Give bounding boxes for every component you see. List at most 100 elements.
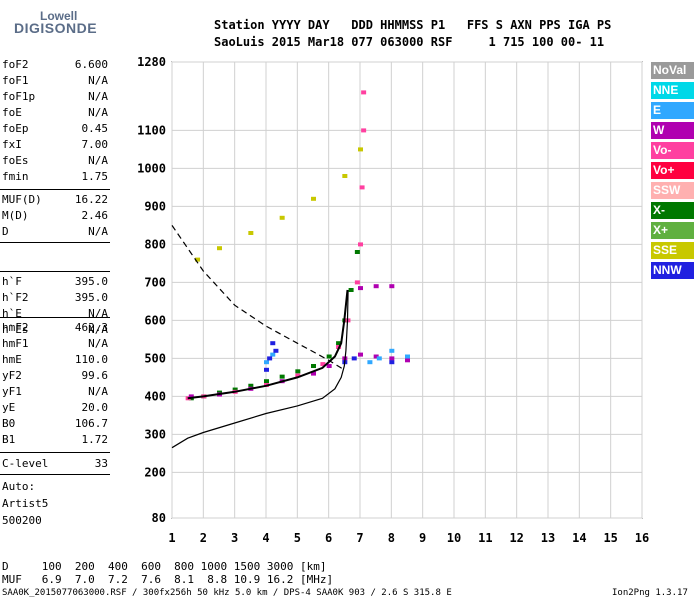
param-value: 7.00: [81, 138, 109, 151]
param-name: foF2: [2, 58, 29, 71]
header-line1: Station YYYY DAY DDD HHMMSS P1 FFS S AXN…: [214, 18, 612, 32]
data-point-vo: [354, 280, 360, 285]
param-row-foF2: foF2 6.600: [2, 57, 108, 73]
x-tick-label: 3: [231, 531, 238, 545]
param-value: 1.72: [81, 433, 109, 446]
param-name: yE: [2, 401, 16, 414]
data-point-nnw: [270, 341, 276, 346]
footer-left: SAA0K_2015077063000.RSF / 300fx256h 50 k…: [2, 588, 452, 598]
data-point-sse: [311, 196, 316, 201]
panel-divider: [0, 242, 110, 243]
param-row-MUFD: MUF(D) 16.22: [2, 192, 108, 208]
x-tick-label: 10: [447, 531, 461, 545]
param-row-fmin: fmin 1.75: [2, 169, 108, 185]
data-point-e: [389, 348, 395, 353]
data-point-x: [354, 250, 360, 254]
data-point-w: [358, 352, 363, 357]
param-value: 6.600: [74, 58, 108, 71]
param-row-Clevel: C-level 33: [2, 456, 108, 472]
param-name: M(D): [2, 209, 29, 222]
x-tick-label: 12: [509, 531, 523, 545]
data-point-nnw: [264, 367, 269, 372]
data-point-nnw: [273, 348, 279, 353]
x-tick-label: 14: [572, 531, 586, 545]
y-tick-label: 500: [144, 351, 166, 365]
artist-label: Artist5: [2, 497, 49, 510]
data-point-x: [232, 387, 238, 392]
data-point-w: [311, 371, 316, 376]
x-tick-label: 5: [294, 531, 301, 545]
param-row-foEp: foEp 0.45: [2, 121, 108, 137]
legend-item-nnw: NNW: [651, 262, 694, 279]
param-name: hmF1: [2, 337, 29, 350]
param-row-yF1: yF1 N/A: [2, 384, 108, 400]
x-tick-label: 2: [200, 531, 207, 545]
data-point-w: [188, 394, 194, 399]
data-point-vo: [295, 373, 301, 378]
param-row-fxI: fxI 7.00: [2, 137, 108, 153]
data-point-e: [264, 360, 269, 365]
y-tick-label: 800: [144, 237, 166, 251]
panel-divider: [0, 189, 110, 190]
param-value: N/A: [88, 307, 108, 320]
data-point-e: [367, 360, 373, 365]
param-value: 110.0: [74, 353, 108, 366]
trace-line-trace: [187, 289, 349, 400]
param-value: N/A: [88, 154, 108, 167]
y-tick-label: 1280: [137, 55, 166, 69]
param-row-B0: B0 106.7: [2, 416, 108, 432]
param-name: B1: [2, 433, 16, 446]
param-name: fxI: [2, 138, 22, 151]
legend-item-sse: SSE: [651, 242, 694, 259]
legend-item-noval: NoVal: [651, 62, 694, 79]
param-row-foE: foE N/A: [2, 105, 108, 121]
param-row-yF2: yF2 99.6: [2, 368, 108, 384]
param-row-yE: yE 20.0: [2, 400, 108, 416]
data-point-sse: [358, 147, 363, 152]
auto-code: 500200: [2, 514, 42, 527]
panel-divider: [0, 271, 110, 272]
data-point-w: [405, 358, 410, 363]
data-point-vo: [361, 128, 367, 133]
param-name: C-level: [2, 457, 49, 470]
param-row-foF1p: foF1p N/A: [2, 89, 108, 105]
auto-label: Auto:: [2, 480, 36, 493]
x-tick-label: 4: [262, 531, 269, 545]
data-point-x: [248, 383, 254, 388]
legend-item-vo: Vo+: [651, 162, 694, 179]
legend-item-x: X-: [651, 202, 694, 219]
y-tick-label: 900: [144, 199, 166, 213]
param-row-hE: h`E N/A: [2, 306, 108, 322]
param-value: 395.0: [74, 291, 108, 304]
param-row-D: D N/A: [2, 224, 108, 240]
legend-item-nne: NNE: [651, 82, 694, 99]
y-tick-label: 300: [144, 427, 166, 441]
data-point-sse: [342, 174, 348, 178]
data-point-x: [311, 364, 316, 368]
legend-item-ssw: SSW: [651, 182, 694, 199]
param-name: D: [2, 225, 9, 238]
muf-row: MUF 6.9 7.0 7.2 7.6 8.1 8.8 10.9 16.2 [M…: [2, 573, 334, 586]
logo-line2: DIGISONDE: [14, 20, 98, 36]
y-tick-label: 200: [144, 465, 166, 479]
param-value: 0.45: [81, 122, 109, 135]
data-point-e: [405, 354, 410, 359]
param-row-B1: B1 1.72: [2, 432, 108, 448]
param-name: foEs: [2, 154, 29, 167]
y-tick-label: 400: [144, 389, 166, 403]
param-name: foF1: [2, 74, 29, 87]
data-point-nnw: [267, 356, 273, 361]
footer-right: Ion2Png 1.3.17: [612, 588, 688, 598]
x-tick-label: 9: [419, 531, 426, 545]
param-value: 1.75: [81, 170, 109, 183]
x-tick-label: 8: [388, 531, 395, 545]
legend-item-x: X+: [651, 222, 694, 239]
header-line2: SaoLuis 2015 Mar18 077 063000 RSF 1 715 …: [214, 35, 605, 49]
data-point-x: [336, 341, 342, 346]
param-row-hF: h`F 395.0: [2, 274, 108, 290]
data-point-x: [348, 288, 354, 292]
x-tick-label: 15: [603, 531, 617, 545]
param-value: N/A: [88, 323, 108, 336]
data-point-sse: [195, 257, 201, 262]
data-point-sse: [279, 215, 285, 220]
